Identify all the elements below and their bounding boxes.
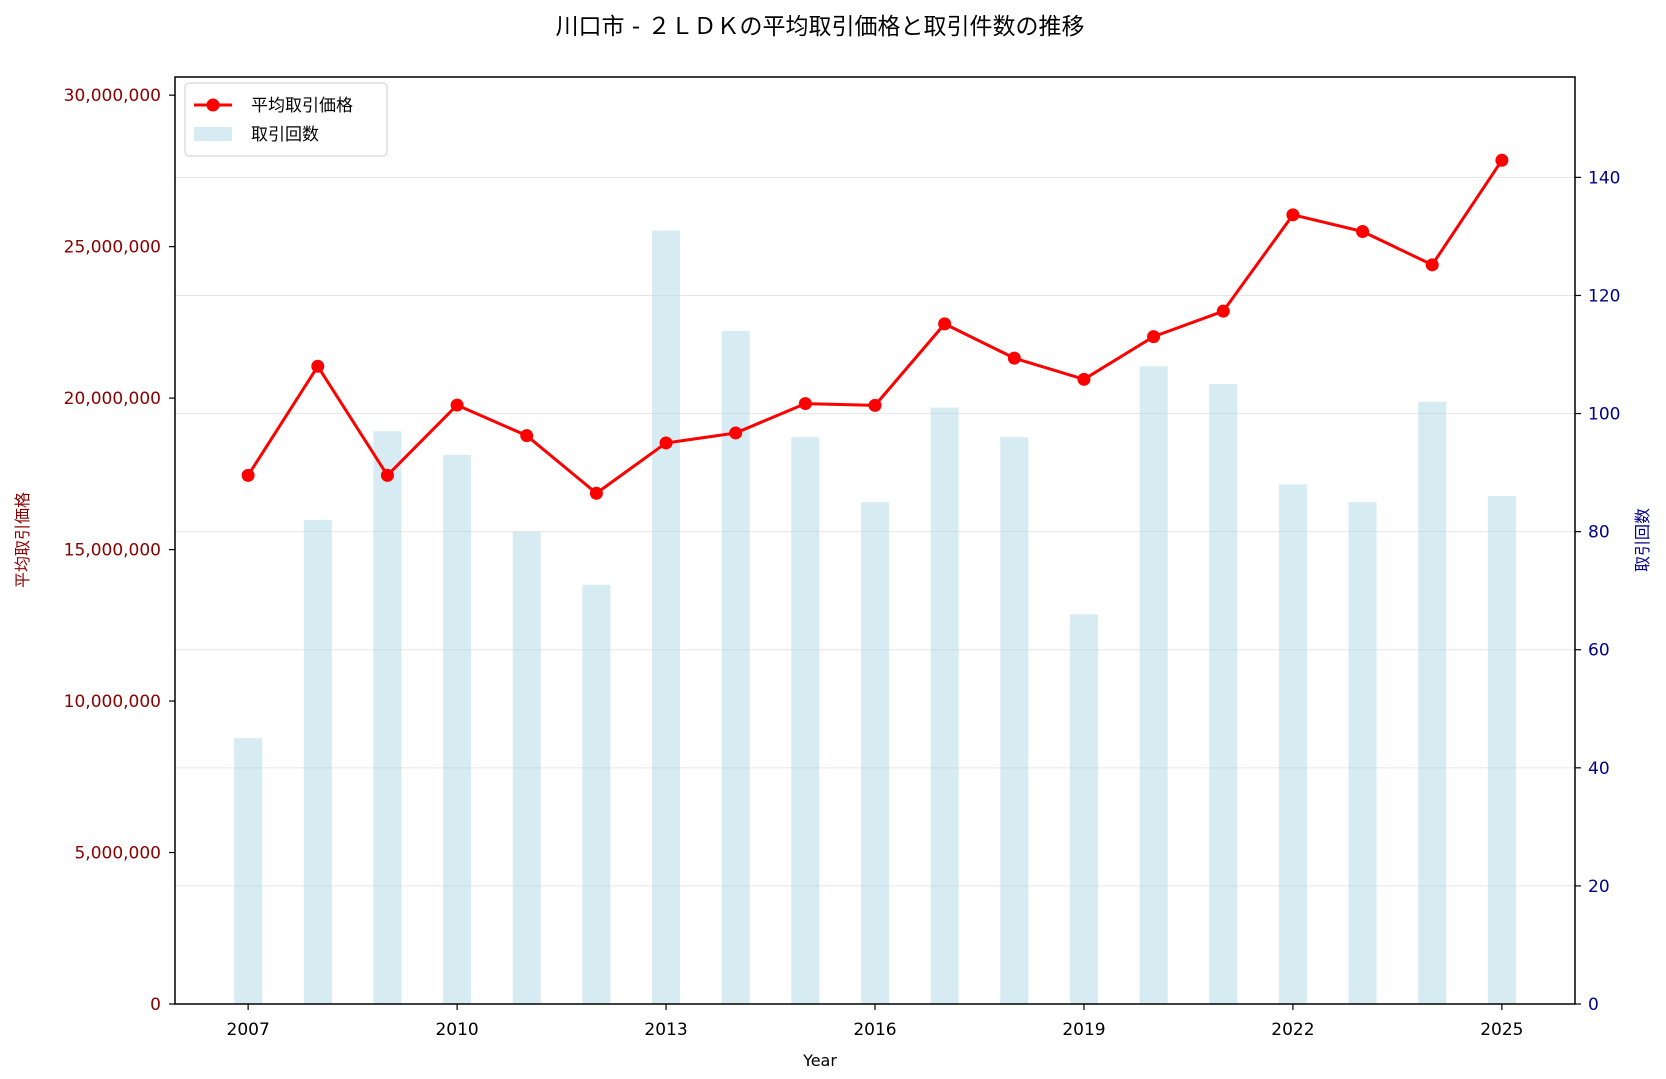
legend-bar-swatch	[194, 127, 232, 141]
right-y-tick-label: 60	[1588, 641, 1610, 661]
price-point-2022	[1286, 208, 1300, 222]
bar-2011	[512, 531, 541, 1004]
x-tick-label: 2007	[227, 1020, 270, 1040]
legend-label-price: 平均取引価格	[251, 96, 353, 116]
right-y-tick-label: 20	[1588, 877, 1610, 897]
bar-2010	[443, 454, 472, 1004]
axis-layer: 2007 2010 2013 2016 2019 2022 2025 0 5,000,000 10…	[64, 76, 1620, 1040]
right-y-tick-label: 0	[1588, 995, 1599, 1015]
bar-2020	[1139, 366, 1168, 1004]
bar-2023	[1348, 502, 1377, 1004]
x-tick-label: 2022	[1271, 1020, 1314, 1040]
left-y-tick-label: 0	[150, 995, 161, 1015]
price-point-2023	[1356, 225, 1370, 238]
left-y-axis-label: 平均取引価格	[13, 492, 32, 588]
price-point-2019	[1077, 372, 1091, 386]
chart-title: 川口市 - ２ＬＤＫの平均取引価格と取引件数の推移	[556, 14, 1085, 40]
x-tick-label: 2016	[853, 1020, 896, 1040]
right-y-axis-label: 取引回数	[1633, 508, 1652, 572]
left-y-tick-label: 15,000,000	[64, 541, 161, 561]
price-point-2008	[311, 359, 325, 373]
bar-2009	[373, 431, 402, 1004]
right-y-tick-label: 140	[1588, 168, 1620, 188]
price-point-2010	[450, 398, 464, 412]
price-point-2007	[241, 468, 255, 482]
bar-2008	[303, 519, 332, 1004]
bar-2018	[1000, 437, 1029, 1004]
price-point-2016	[868, 398, 882, 412]
bar-2015	[791, 437, 820, 1004]
left-y-tick-label: 20,000,000	[64, 389, 161, 409]
x-axis-label: Year	[802, 1051, 837, 1070]
price-point-2012	[589, 486, 603, 500]
bar-2022	[1278, 484, 1307, 1004]
left-y-tick-label: 30,000,000	[64, 86, 161, 106]
bar-2012	[582, 584, 611, 1004]
right-y-tick-label: 80	[1588, 523, 1610, 543]
bar-2017	[930, 407, 959, 1005]
price-point-2009	[380, 468, 394, 482]
right-y-tick-label: 120	[1588, 286, 1620, 306]
bar-2007	[234, 738, 263, 1004]
legend-marker-swatch	[206, 98, 220, 112]
price-point-2021	[1216, 304, 1230, 318]
bar-2021	[1209, 384, 1238, 1004]
bar-2024	[1418, 401, 1447, 1004]
price-point-2025	[1495, 153, 1509, 167]
legend-frame	[184, 82, 388, 157]
left-y-tick-label: 5,000,000	[74, 844, 161, 864]
price-point-2014	[729, 426, 743, 440]
x-tick-label: 2025	[1480, 1020, 1523, 1040]
price-point-2020	[1147, 330, 1161, 344]
price-point-2015	[798, 397, 812, 411]
x-tick-label: 2013	[644, 1020, 687, 1040]
price-point-2013	[659, 436, 673, 450]
bar-layer	[234, 230, 1516, 1005]
legend-label-count: 取引回数	[251, 125, 319, 145]
price-point-2018	[1007, 351, 1021, 365]
bar-2019	[1069, 614, 1098, 1004]
right-y-tick-label: 40	[1588, 759, 1610, 779]
price-point-2024	[1425, 258, 1439, 272]
price-point-2011	[520, 429, 534, 443]
right-y-tick-label: 100	[1588, 405, 1620, 425]
x-tick-label: 2010	[435, 1020, 478, 1040]
line-layer	[241, 153, 1509, 500]
bar-2014	[721, 330, 750, 1004]
bar-2025	[1487, 496, 1516, 1004]
x-tick-label: 2019	[1062, 1020, 1105, 1040]
price-line	[246, 159, 1504, 495]
bar-2013	[652, 230, 681, 1004]
left-y-tick-label: 25,000,000	[64, 238, 161, 258]
price-point-2017	[938, 317, 952, 331]
legend: 平均取引価格 取引回数	[184, 82, 388, 157]
bar-2016	[861, 502, 889, 1004]
left-y-tick-label: 10,000,000	[64, 692, 161, 712]
